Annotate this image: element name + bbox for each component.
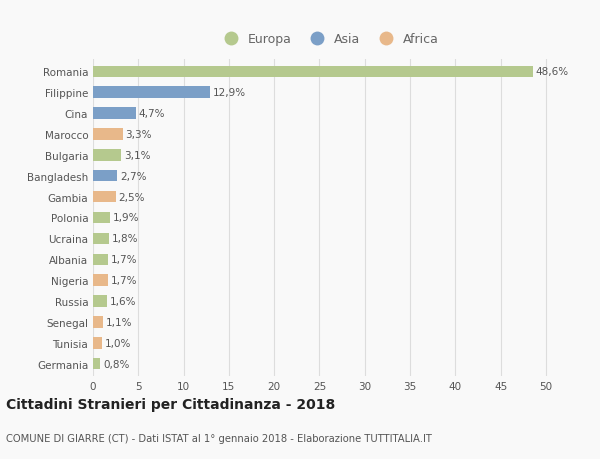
Text: 4,7%: 4,7% — [138, 109, 165, 119]
Text: 3,3%: 3,3% — [125, 130, 152, 140]
Bar — [93, 129, 123, 140]
Text: Cittadini Stranieri per Cittadinanza - 2018: Cittadini Stranieri per Cittadinanza - 2… — [6, 397, 335, 412]
Bar — [93, 233, 109, 245]
Text: 1,9%: 1,9% — [113, 213, 139, 223]
Legend: Europa, Asia, Africa: Europa, Asia, Africa — [213, 28, 444, 51]
Text: 12,9%: 12,9% — [212, 88, 245, 98]
Bar — [93, 358, 100, 369]
Bar — [93, 296, 107, 307]
Bar — [93, 87, 210, 99]
Text: 1,1%: 1,1% — [106, 317, 132, 327]
Text: 2,7%: 2,7% — [120, 171, 146, 181]
Bar — [93, 275, 109, 286]
Text: 0,8%: 0,8% — [103, 359, 130, 369]
Bar — [93, 316, 103, 328]
Text: 1,8%: 1,8% — [112, 234, 139, 244]
Bar — [93, 171, 118, 182]
Text: 1,7%: 1,7% — [111, 255, 137, 265]
Text: COMUNE DI GIARRE (CT) - Dati ISTAT al 1° gennaio 2018 - Elaborazione TUTTITALIA.: COMUNE DI GIARRE (CT) - Dati ISTAT al 1°… — [6, 433, 432, 442]
Text: 3,1%: 3,1% — [124, 151, 150, 161]
Bar — [93, 108, 136, 120]
Bar — [93, 67, 533, 78]
Bar — [93, 254, 109, 265]
Text: 1,6%: 1,6% — [110, 297, 137, 306]
Bar — [93, 213, 110, 224]
Bar — [93, 337, 102, 349]
Text: 2,5%: 2,5% — [118, 192, 145, 202]
Bar — [93, 150, 121, 161]
Bar — [93, 191, 116, 203]
Text: 1,7%: 1,7% — [111, 275, 137, 285]
Text: 1,0%: 1,0% — [105, 338, 131, 348]
Text: 48,6%: 48,6% — [536, 67, 569, 77]
